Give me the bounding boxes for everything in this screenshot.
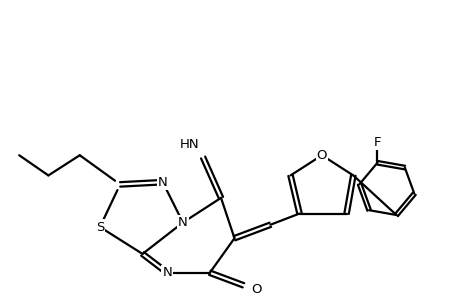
Text: O: O xyxy=(250,283,261,296)
Text: N: N xyxy=(178,216,187,229)
Text: N: N xyxy=(162,266,172,279)
Text: F: F xyxy=(373,136,381,148)
Text: HN: HN xyxy=(179,137,199,151)
Text: S: S xyxy=(95,220,104,233)
Text: N: N xyxy=(157,176,167,189)
Text: O: O xyxy=(316,149,326,162)
